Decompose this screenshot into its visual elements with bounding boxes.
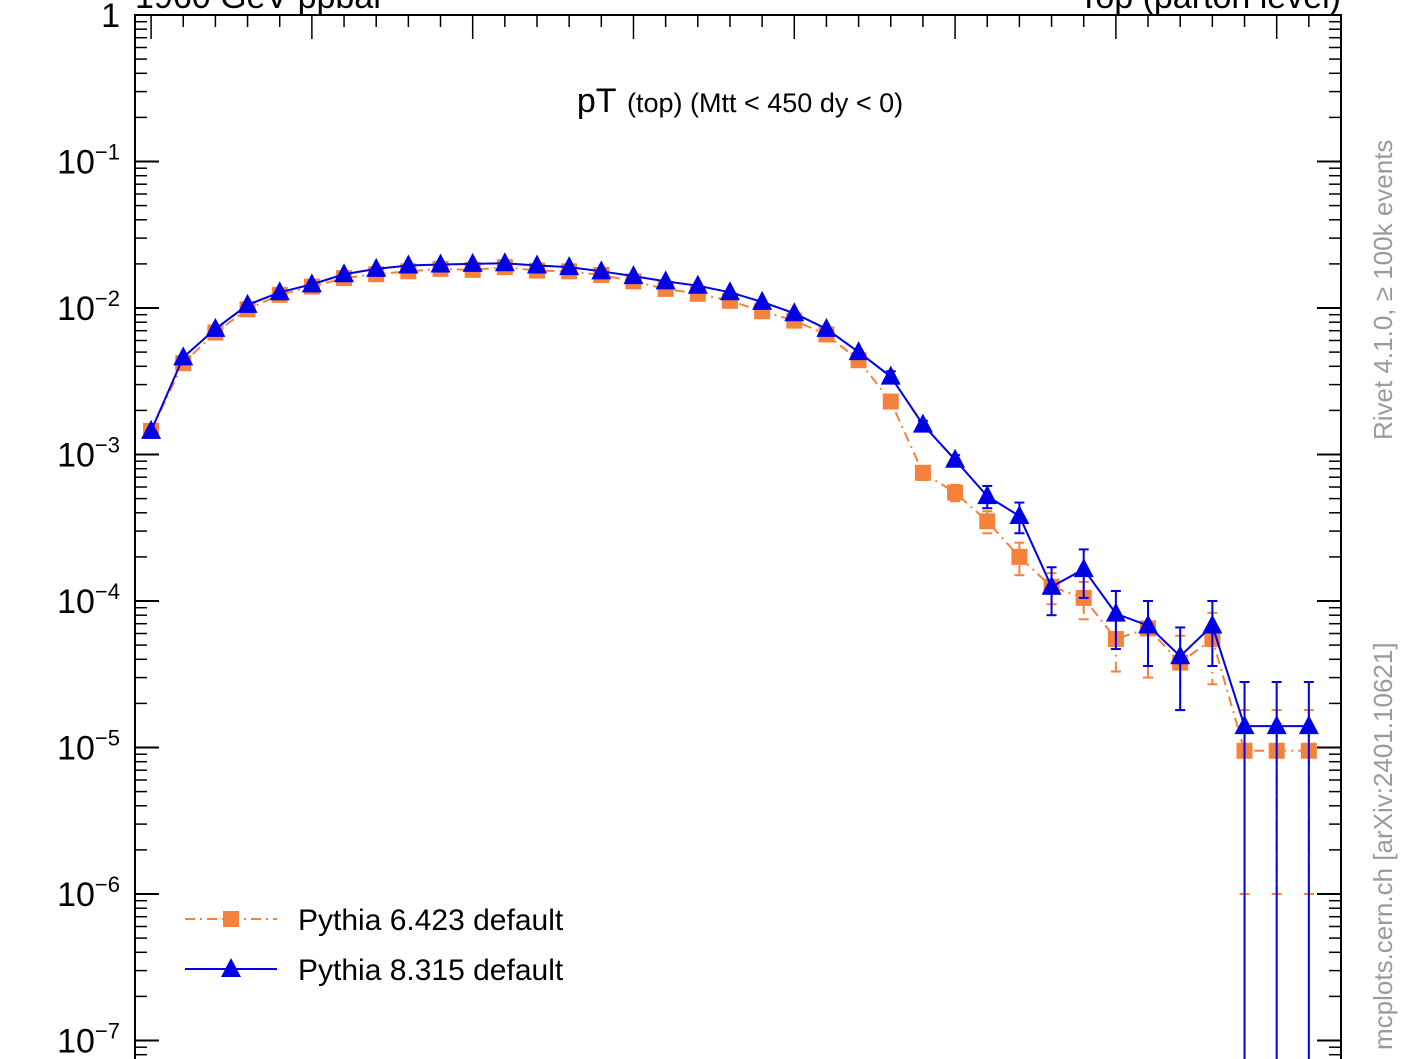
data-point <box>945 448 966 468</box>
data-point <box>269 281 290 301</box>
y-axis-tick-labels: 1 10−1 10−2 10−3 10−4 10−5 10−6 10−7 <box>57 0 120 1059</box>
data-point <box>880 365 901 385</box>
data-point <box>366 257 387 277</box>
data-point <box>719 281 740 301</box>
data-point <box>527 254 547 274</box>
plot-frame <box>134 14 1342 1059</box>
legend-label-pythia6: Pythia 6.423 default <box>298 904 564 937</box>
data-point <box>882 393 899 410</box>
data-point <box>784 302 805 322</box>
data-point <box>1009 505 1030 525</box>
data-point <box>848 341 869 361</box>
legend-symbol-pythia6 <box>185 911 277 927</box>
data-point <box>430 253 451 273</box>
header-right-text: Top (parton level) <box>1078 0 1341 16</box>
data-point <box>141 419 162 439</box>
y-tick-label: 10−4 <box>57 579 120 621</box>
y-tick-label: 10−6 <box>57 872 120 914</box>
data-point <box>947 484 964 501</box>
data-point <box>816 317 837 337</box>
legend: Pythia 6.423 default Pythia 8.315 defaul… <box>185 904 564 987</box>
chart-title: pT (top) (Mtt < 450 dy < 0) <box>577 82 903 120</box>
data-point <box>1073 558 1094 578</box>
series-line <box>150 262 1309 728</box>
data-point <box>1011 548 1028 565</box>
legend-label-pythia8: Pythia 8.315 default <box>298 954 564 987</box>
y-tick-label: 10−5 <box>57 726 120 768</box>
data-point <box>623 265 644 285</box>
data-point <box>1105 602 1126 622</box>
data-point <box>655 270 676 290</box>
data-point <box>687 274 708 294</box>
data-point <box>1138 614 1159 634</box>
data-point <box>237 293 258 313</box>
data-point <box>1234 715 1255 735</box>
legend-symbol-pythia8 <box>185 958 277 977</box>
data-point <box>1266 715 1287 735</box>
data-point <box>173 346 194 366</box>
y-tick-label: 10−1 <box>57 140 120 182</box>
y-axis-ticks <box>135 14 1341 1056</box>
data-point <box>301 273 322 293</box>
data-point <box>752 290 773 310</box>
y-tick-label: 10−3 <box>57 433 120 475</box>
header-left-text: 1960 GeV ppbar <box>135 0 385 16</box>
x-axis-ticks <box>150 15 1342 39</box>
legend-marker <box>223 911 239 927</box>
data-point <box>1041 575 1062 595</box>
data-point <box>979 513 996 530</box>
data-point <box>334 263 355 283</box>
data-point <box>912 413 933 433</box>
data-point <box>1170 645 1191 665</box>
chart-title-sub: (top) (Mtt < 450 dy < 0) <box>627 88 903 118</box>
data-point <box>1298 715 1319 735</box>
series-pythia8 <box>141 252 1319 1059</box>
data-point <box>462 252 483 272</box>
data-point <box>977 485 998 505</box>
data-point <box>1202 614 1223 634</box>
legend-marker <box>221 958 241 977</box>
series-layer <box>141 252 1319 1059</box>
rivet-version-label: Rivet 4.1.0, ≥ 100k events <box>1368 140 1398 440</box>
chart-title-main: pT <box>577 82 617 120</box>
data-point <box>914 464 931 481</box>
data-point <box>494 252 515 272</box>
data-point <box>398 254 419 274</box>
reference-label: mcplots.cern.ch [arXiv:2401.10621] <box>1368 642 1398 1050</box>
data-point <box>205 317 226 337</box>
y-tick-label: 1 <box>101 0 120 35</box>
data-point <box>591 260 612 280</box>
series-pythia6 <box>143 259 1317 895</box>
y-tick-label: 10−2 <box>57 286 120 328</box>
y-tick-label: 10−7 <box>57 1019 120 1059</box>
series-line <box>150 266 1309 752</box>
data-point <box>559 256 580 276</box>
